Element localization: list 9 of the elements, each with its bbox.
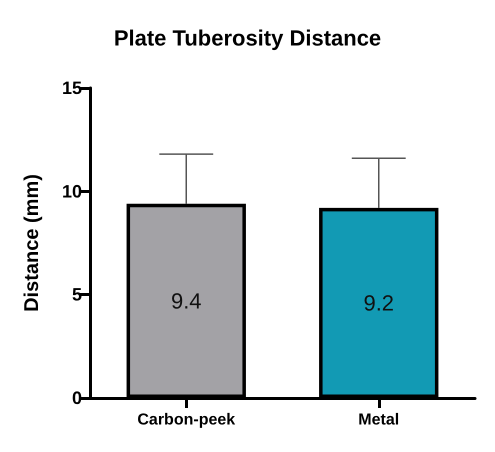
x-tick-label: Metal [358,412,400,428]
data-label: 9.2 [363,290,394,316]
y-tick-label: 15 [62,78,82,98]
data-label: 9.4 [170,288,202,314]
y-tick-label: 5 [72,284,82,305]
chart-title: Plate Tuberosity Distance [114,26,382,50]
y-axis-title: Distance (mm) [21,174,43,312]
x-tick-label: Carbon-peek [137,412,236,428]
y-tick-label: 10 [62,181,82,202]
